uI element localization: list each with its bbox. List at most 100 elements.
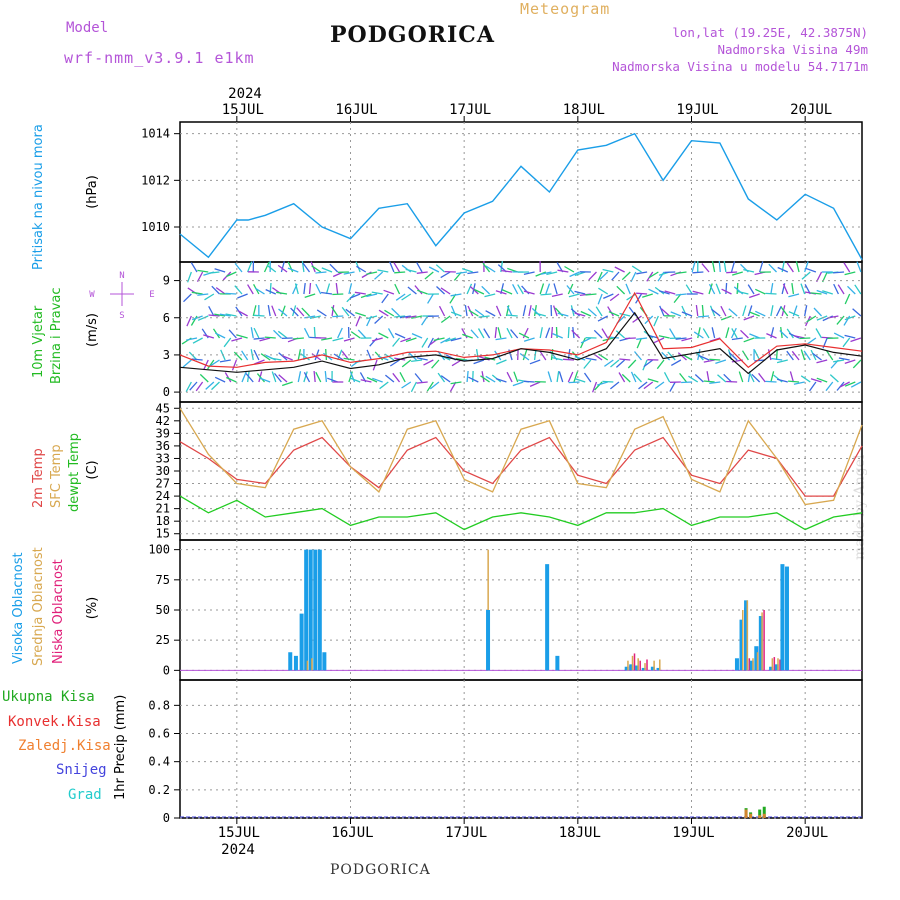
wind-barb: [451, 359, 462, 367]
wind-barb: [313, 326, 316, 339]
wind-barb: [271, 371, 277, 383]
wind-barb: [427, 293, 434, 304]
wind-barb: [628, 306, 637, 317]
wind-barb: [522, 327, 529, 339]
wind-barb: [331, 305, 335, 317]
wind-barb: [337, 349, 343, 361]
wind-barb: [252, 305, 257, 317]
wind-barb: [366, 349, 373, 361]
wind-barb: [758, 372, 766, 383]
wind-barb: [450, 311, 462, 317]
wind-barb: [374, 271, 384, 280]
wind-barbs: [181, 260, 862, 393]
wind-barb: [250, 327, 254, 339]
model-run-label: wrf-nmm_v3.9.1 e1km: [64, 49, 255, 67]
top-axis-day-label: 18JUL: [563, 102, 605, 118]
compass-label: S: [119, 311, 124, 321]
wind-barb: [826, 350, 834, 361]
wind-barb: [399, 315, 411, 319]
high-cloud-bar: [299, 613, 304, 671]
wind-barb: [343, 357, 355, 361]
high-cloud-bar: [744, 600, 749, 671]
wind-barb: [315, 271, 327, 274]
wind-barb: [523, 337, 535, 342]
wind-barb: [648, 271, 659, 279]
wind-barb: [437, 372, 446, 383]
wind-barb: [692, 271, 704, 274]
wind-barb: [300, 353, 310, 361]
wind-barb: [287, 261, 294, 273]
wind-barb: [701, 304, 705, 317]
wind-barb: [715, 359, 727, 365]
wind-barb: [675, 337, 687, 340]
wind-barb: [195, 381, 204, 392]
axis-label: Srednja Oblacnost: [31, 547, 46, 666]
high-cloud-bar: [754, 646, 759, 671]
high-cloud-bar: [629, 664, 634, 671]
axis-label: Brzina i Pravac: [49, 287, 64, 384]
wind-barb: [728, 352, 738, 361]
wind-barb: [844, 271, 856, 276]
wind-barb: [633, 351, 642, 361]
wind-barb: [833, 359, 845, 363]
wind-barb: [609, 381, 620, 390]
wind-barb: [197, 269, 209, 273]
wind-barb: [810, 378, 822, 383]
y-tick-label: 42: [156, 414, 170, 428]
wind-barb: [571, 351, 581, 361]
high-cloud-bar: [734, 658, 739, 671]
wind-barb: [638, 381, 648, 390]
wind-barb: [411, 359, 423, 363]
wind-barb: [777, 266, 789, 273]
wind-barb: [847, 285, 856, 295]
wind-barb: [474, 308, 485, 317]
wind-barb: [485, 265, 496, 273]
wind-barb: [545, 327, 551, 339]
wind-barb: [366, 271, 378, 275]
wind-barb: [725, 327, 730, 339]
conv-precip-bar: [762, 813, 766, 818]
wind-barb: [556, 371, 560, 383]
wind-barb: [416, 271, 428, 274]
wind-barb: [701, 263, 710, 273]
y-tick-label: 25: [156, 633, 170, 647]
wind-barb: [619, 358, 631, 361]
wind-barb: [209, 359, 220, 367]
wind-barb: [648, 288, 659, 295]
wind-barb: [224, 372, 232, 383]
wind-barb: [321, 291, 333, 295]
top-axis-day-label: 16JUL: [335, 102, 377, 118]
wind-barb: [241, 371, 247, 383]
y-tick-label: 45: [156, 401, 170, 415]
wind-barb: [658, 335, 670, 339]
mid-cloud-bar: [771, 658, 774, 671]
high-cloud-bar: [749, 660, 754, 671]
wind-barb: [595, 306, 603, 317]
wind-barb: [551, 293, 563, 298]
wind-barb: [414, 285, 423, 295]
wind-barb: [854, 284, 862, 295]
wind-barb: [702, 328, 710, 339]
footer-station: PODGORICA: [330, 862, 431, 878]
wind-barb: [604, 359, 614, 367]
wind-barb: [616, 285, 626, 295]
wind-barb: [204, 293, 215, 301]
wind-barb: [253, 314, 265, 317]
wind-barb: [570, 308, 581, 317]
wind-barb: [518, 332, 530, 339]
bottom-axis-day-label: 18JUL: [559, 825, 601, 841]
wind-barb: [567, 371, 574, 383]
panel-frame: [179, 679, 863, 819]
wind-barb: [842, 337, 851, 348]
wind-barb: [709, 381, 721, 385]
compass-label: N: [119, 271, 124, 281]
wind-barb: [786, 262, 794, 273]
legend-label: Grad: [68, 787, 102, 803]
wind-barb: [500, 261, 504, 273]
wind-barb: [810, 349, 817, 361]
wind-barb: [816, 377, 828, 383]
wind-barb: [844, 315, 856, 321]
high-cloud-bar: [545, 564, 550, 671]
mid-cloud-bar: [637, 658, 639, 671]
wind-barb: [411, 315, 423, 319]
